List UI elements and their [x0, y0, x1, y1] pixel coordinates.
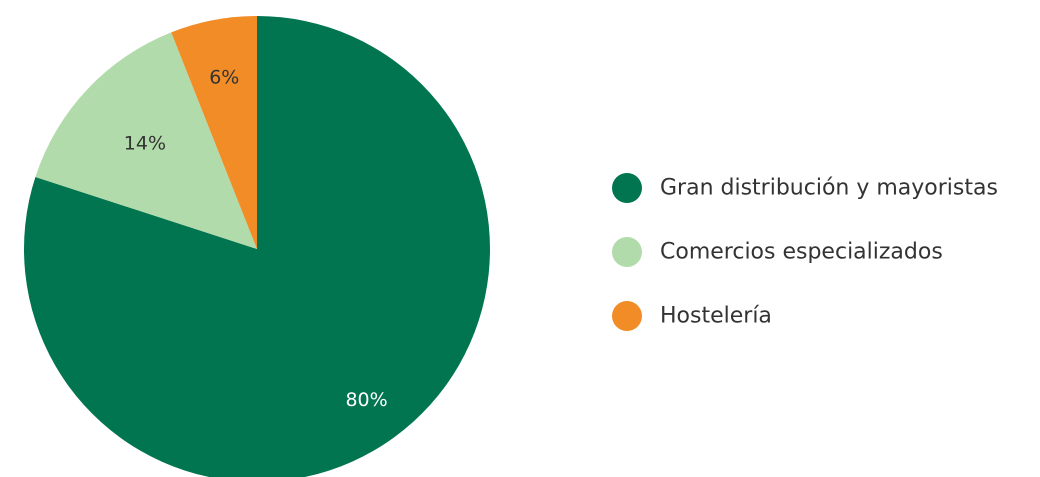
pie-slice-3 — [171, 16, 257, 249]
legend-marker-3 — [612, 301, 642, 331]
pie-slice-labels: 80% 14% 6% — [124, 66, 388, 411]
legend-label-3: Hostelería — [660, 304, 772, 329]
slice-label-2: 14% — [124, 133, 166, 155]
pie-slice-2 — [35, 32, 258, 249]
slice-label-3: 6% — [209, 66, 239, 88]
legend: Gran distribución y mayoristas Comercios … — [612, 173, 998, 331]
legend-label-1: Gran distribución y mayoristas — [660, 176, 998, 201]
legend-marker-1 — [612, 173, 642, 203]
pie-slices — [24, 16, 490, 477]
slice-label-1: 80% — [345, 389, 387, 411]
legend-marker-2 — [612, 237, 642, 267]
pie-slice-1 — [24, 16, 490, 477]
legend-label-2: Comercios especializados — [660, 240, 943, 265]
